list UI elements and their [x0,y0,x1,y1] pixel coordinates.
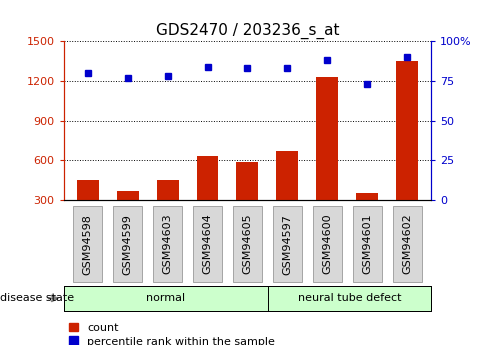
Bar [317,77,338,200]
Text: neural tube defect: neural tube defect [298,294,401,303]
Bar [276,151,298,200]
Text: GSM94603: GSM94603 [163,214,172,274]
FancyBboxPatch shape [268,286,431,310]
Bar [117,191,139,200]
FancyBboxPatch shape [113,206,142,282]
FancyBboxPatch shape [74,206,102,282]
Legend: count, percentile rank within the sample: count, percentile rank within the sample [69,323,275,345]
FancyBboxPatch shape [64,286,268,310]
Text: GSM94598: GSM94598 [83,214,93,275]
FancyBboxPatch shape [353,206,382,282]
FancyBboxPatch shape [313,206,342,282]
Text: GSM94600: GSM94600 [322,214,332,274]
Text: normal: normal [146,294,185,303]
Text: GSM94601: GSM94601 [362,214,372,274]
FancyBboxPatch shape [153,206,182,282]
Text: GSM94604: GSM94604 [202,214,213,275]
Text: GSM94599: GSM94599 [122,214,133,275]
Text: GSM94605: GSM94605 [243,214,252,274]
Bar [396,61,418,200]
Bar [157,180,178,200]
FancyBboxPatch shape [393,206,421,282]
Bar [196,156,219,200]
FancyBboxPatch shape [193,206,222,282]
Text: GSM94597: GSM94597 [282,214,293,275]
Bar [356,194,378,200]
FancyBboxPatch shape [233,206,262,282]
Text: disease state: disease state [0,294,74,303]
Bar [237,162,258,200]
Bar [76,180,98,200]
FancyBboxPatch shape [273,206,302,282]
Title: GDS2470 / 203236_s_at: GDS2470 / 203236_s_at [156,22,339,39]
Text: GSM94602: GSM94602 [402,214,412,275]
